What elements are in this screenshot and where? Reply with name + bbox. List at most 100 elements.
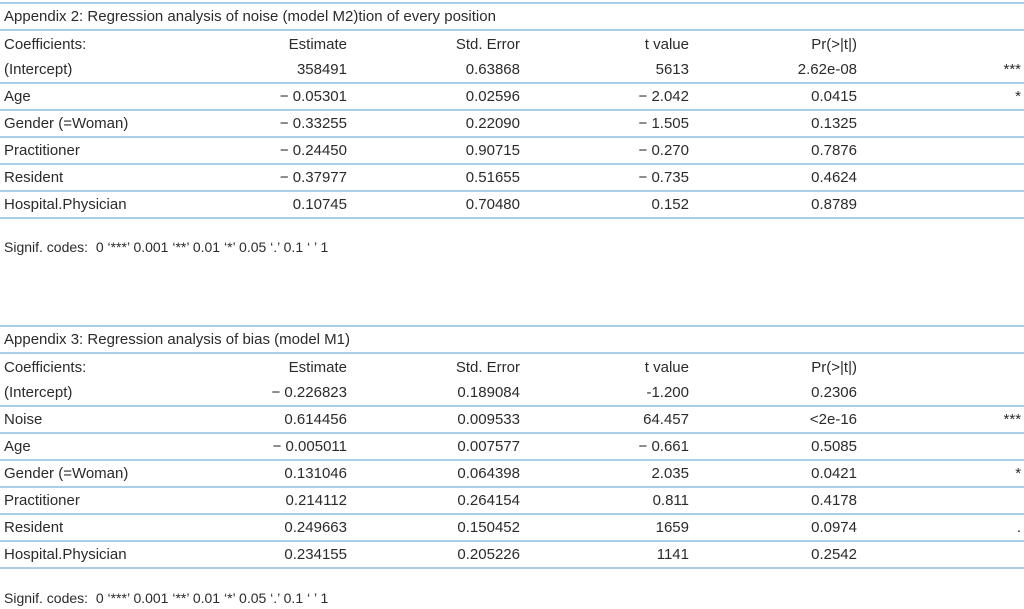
table-row: Practitioner − 0.24450 0.90715 − 0.270 0… xyxy=(0,137,1024,165)
signif-stars xyxy=(857,541,1024,569)
table-title-row: Appendix 3: Regression analysis of bias … xyxy=(0,325,1024,354)
p-value: 0.2306 xyxy=(689,380,857,407)
row-label: (Intercept) xyxy=(0,57,230,84)
std-error-value: 0.264154 xyxy=(347,487,520,515)
signif-stars: * xyxy=(857,83,1024,111)
signif-stars xyxy=(857,164,1024,192)
t-value: 2.035 xyxy=(520,460,689,488)
table-header-row: Coefficients: Estimate Std. Error t valu… xyxy=(0,30,1024,57)
signif-codes-note: Signif. codes: 0 ‘***’ 0.001 ‘**’ 0.01 ‘… xyxy=(4,590,329,606)
table-row: Gender (=Woman) − 0.33255 0.22090 − 1.50… xyxy=(0,110,1024,138)
col-header-coefficients: Coefficients: xyxy=(4,36,87,53)
t-value: − 1.505 xyxy=(520,110,689,138)
estimate-value: − 0.37977 xyxy=(230,164,347,192)
p-value: 0.8789 xyxy=(689,191,857,219)
std-error-value: 0.150452 xyxy=(347,514,520,542)
table-row: Resident − 0.37977 0.51655 − 0.735 0.462… xyxy=(0,164,1024,192)
std-error-value: 0.205226 xyxy=(347,541,520,569)
col-header-pr: Pr(>|t|) xyxy=(811,36,857,53)
estimate-value: − 0.33255 xyxy=(230,110,347,138)
estimate-value: 0.10745 xyxy=(230,191,347,219)
t-value: 1141 xyxy=(520,541,689,569)
std-error-value: 0.02596 xyxy=(347,83,520,111)
p-value: 0.4624 xyxy=(689,164,857,192)
row-label: Practitioner xyxy=(0,137,230,165)
signif-stars xyxy=(857,380,1024,407)
std-error-value: 0.064398 xyxy=(347,460,520,488)
p-value: 0.1325 xyxy=(689,110,857,138)
estimate-value: 0.234155 xyxy=(230,541,347,569)
signif-stars xyxy=(857,487,1024,515)
std-error-value: 0.189084 xyxy=(347,380,520,407)
t-value: − 0.270 xyxy=(520,137,689,165)
estimate-value: 0.131046 xyxy=(230,460,347,488)
p-value: 0.4178 xyxy=(689,487,857,515)
p-value: 0.0415 xyxy=(689,83,857,111)
table-row: Hospital.Physician 0.234155 0.205226 114… xyxy=(0,541,1024,569)
table-row: Age − 0.005011 0.007577 − 0.661 0.5085 xyxy=(0,433,1024,461)
col-header-t-value: t value xyxy=(644,36,689,53)
row-label: Resident xyxy=(0,514,230,542)
std-error-value: 0.51655 xyxy=(347,164,520,192)
estimate-value: 0.614456 xyxy=(230,406,347,434)
table-title: Appendix 2: Regression analysis of noise… xyxy=(0,2,1024,31)
estimate-value: − 0.226823 xyxy=(230,380,347,407)
col-header-std-error: Std. Error xyxy=(455,359,520,376)
signif-stars: *** xyxy=(857,406,1024,434)
std-error-value: 0.009533 xyxy=(347,406,520,434)
table-row: (Intercept) − 0.226823 0.189084 -1.200 0… xyxy=(0,380,1024,407)
col-header-estimate: Estimate xyxy=(288,359,347,376)
table-title-row: Appendix 2: Regression analysis of noise… xyxy=(0,2,1024,31)
p-value: 2.62e-08 xyxy=(689,57,857,84)
col-header-signif xyxy=(857,353,1024,380)
estimate-value: − 0.05301 xyxy=(230,83,347,111)
estimate-value: 0.214112 xyxy=(230,487,347,515)
signif-stars: *** xyxy=(857,57,1024,84)
col-header-estimate: Estimate xyxy=(288,36,347,53)
std-error-value: 0.007577 xyxy=(347,433,520,461)
table-row: Resident 0.249663 0.150452 1659 0.0974 . xyxy=(0,514,1024,542)
t-value: − 0.735 xyxy=(520,164,689,192)
p-value: 0.2542 xyxy=(689,541,857,569)
signif-stars xyxy=(857,110,1024,138)
table-header-row: Coefficients: Estimate Std. Error t valu… xyxy=(0,353,1024,380)
std-error-value: 0.22090 xyxy=(347,110,520,138)
signif-stars xyxy=(857,191,1024,219)
row-label: Hospital.Physician xyxy=(0,541,230,569)
col-header-std-error: Std. Error xyxy=(455,36,520,53)
p-value: 0.5085 xyxy=(689,433,857,461)
estimate-value: − 0.24450 xyxy=(230,137,347,165)
col-header-coefficients: Coefficients: xyxy=(4,359,87,376)
col-header-pr: Pr(>|t|) xyxy=(811,359,857,376)
table-row: Hospital.Physician 0.10745 0.70480 0.152… xyxy=(0,191,1024,219)
row-label: Noise xyxy=(0,406,230,434)
row-label: Resident xyxy=(0,164,230,192)
signif-stars: . xyxy=(857,514,1024,542)
estimate-value: − 0.005011 xyxy=(230,433,347,461)
row-label: Gender (=Woman) xyxy=(0,110,230,138)
row-label: Gender (=Woman) xyxy=(0,460,230,488)
estimate-value: 0.249663 xyxy=(230,514,347,542)
signif-stars xyxy=(857,433,1024,461)
row-label: Age xyxy=(0,433,230,461)
p-value: 0.0421 xyxy=(689,460,857,488)
t-value: − 2.042 xyxy=(520,83,689,111)
std-error-value: 0.63868 xyxy=(347,57,520,84)
table-row: Noise 0.614456 0.009533 64.457 <2e-16 **… xyxy=(0,406,1024,434)
row-label: Hospital.Physician xyxy=(0,191,230,219)
std-error-value: 0.90715 xyxy=(347,137,520,165)
table-row: (Intercept) 358491 0.63868 5613 2.62e-08… xyxy=(0,57,1024,84)
signif-codes-note: Signif. codes: 0 ‘***’ 0.001 ‘**’ 0.01 ‘… xyxy=(4,239,329,255)
signif-stars xyxy=(857,137,1024,165)
t-value: -1.200 xyxy=(520,380,689,407)
table-row: Age − 0.05301 0.02596 − 2.042 0.0415 * xyxy=(0,83,1024,111)
row-label: Age xyxy=(0,83,230,111)
signif-stars: * xyxy=(857,460,1024,488)
t-value: 5613 xyxy=(520,57,689,84)
p-value: <2e-16 xyxy=(689,406,857,434)
row-label: (Intercept) xyxy=(0,380,230,407)
col-header-signif xyxy=(857,30,1024,57)
t-value: 1659 xyxy=(520,514,689,542)
col-header-t-value: t value xyxy=(644,359,689,376)
